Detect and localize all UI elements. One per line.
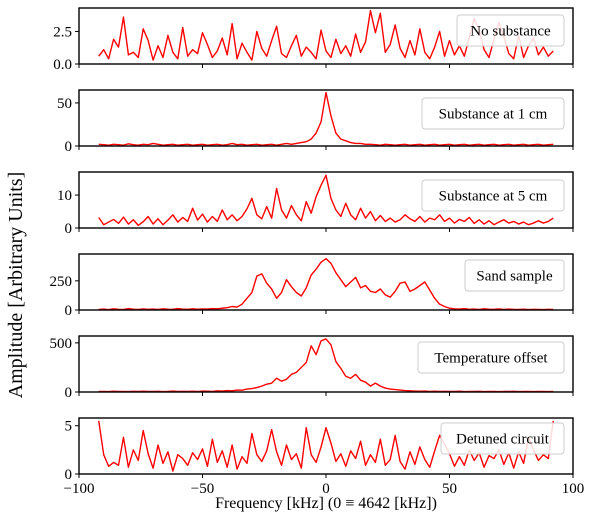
y-tick-label: 2.5 — [53, 24, 72, 40]
y-tick-label: 0 — [65, 303, 73, 319]
legend-box — [417, 341, 565, 374]
legend-box — [440, 422, 565, 455]
y-axis-title: Amplitude [Arbitrary Units] — [5, 172, 27, 399]
legend: Substance at 5 cm — [421, 179, 565, 212]
x-tick-label: −100 — [64, 481, 95, 497]
y-tick-label: 0 — [65, 467, 73, 483]
legend-label: Detuned circuit — [456, 432, 550, 448]
y-tick-label: 500 — [50, 336, 73, 352]
y-tick-label: 0 — [65, 385, 73, 401]
series-line-3 — [98, 174, 554, 227]
panel-3: 0 10 Substance at 5 cm — [57, 171, 574, 237]
legend: No substance — [456, 14, 565, 47]
legend: Detuned circuit — [440, 422, 565, 455]
panel-frame — [78, 171, 574, 229]
y-tick-label: 5 — [65, 419, 73, 435]
y-tick-label: 250 — [50, 274, 73, 290]
legend-label: Substance at 1 cm — [439, 107, 548, 123]
y-tick-label: 0 — [65, 139, 73, 155]
x-tick-label: 50 — [442, 481, 457, 497]
legend: Sand sample — [464, 259, 565, 292]
legend: Temperature offset — [417, 341, 565, 374]
panel-frame — [78, 335, 574, 393]
panel-frame — [78, 253, 574, 311]
legend-label: Substance at 5 cm — [439, 189, 548, 205]
y-tick-label: 0 — [65, 221, 73, 237]
legend-box — [421, 97, 565, 130]
panel-frame — [78, 417, 574, 475]
x-axis-title: Frequency [kHz] (0 ≡ 4642 [kHz]) — [215, 495, 437, 512]
panel-frame — [78, 7, 574, 65]
y-tick-label: 50 — [57, 96, 72, 112]
legend-label: Sand sample — [476, 269, 553, 285]
legend-label: No substance — [470, 24, 551, 40]
series-line-2 — [98, 91, 554, 146]
legend-box — [421, 179, 565, 212]
panel-6: 0 5 Detuned circuit — [65, 417, 574, 483]
x-tick-label: 100 — [562, 481, 585, 497]
legend: Substance at 1 cm — [421, 97, 565, 130]
legend-label: Temperature offset — [434, 351, 548, 367]
panel-frame — [78, 89, 574, 147]
panel-4: 0 250 Sand sample — [50, 253, 574, 319]
y-tick-label: 0.0 — [53, 57, 72, 73]
x-tick-label: 0 — [322, 481, 330, 497]
panel-2: 0 50 Substance at 1 cm — [57, 89, 574, 155]
panel-1: 0.0 2.5 No substance — [53, 7, 574, 73]
legend-box — [464, 259, 565, 292]
legend-box — [456, 14, 565, 47]
panel-5: 0 500 Temperature offset — [50, 335, 574, 401]
series-line-6 — [98, 420, 554, 472]
x-tick-label: −50 — [191, 481, 214, 497]
y-tick-label: 10 — [57, 188, 72, 204]
